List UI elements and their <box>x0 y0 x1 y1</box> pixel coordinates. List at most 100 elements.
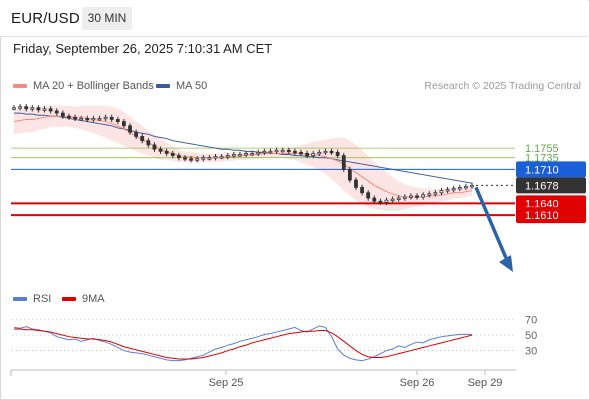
legend-ma20-label: MA 20 + Bollinger Bands <box>33 80 154 92</box>
x-tick-label-0: Sep 25 <box>209 377 244 389</box>
candle-body <box>109 116 114 120</box>
candle-body <box>140 136 145 142</box>
rsi-tick-70: 70 <box>525 315 537 327</box>
candle-body <box>390 198 395 202</box>
candle-body <box>18 106 23 109</box>
candle-body <box>293 150 297 154</box>
candle-body <box>360 187 364 194</box>
candle-body <box>195 158 200 161</box>
candle-body <box>201 157 206 160</box>
legend-ma20: MA 20 + Bollinger Bands <box>13 80 154 92</box>
candle-body <box>128 125 132 133</box>
candle-body <box>42 108 47 111</box>
level-label-5: 1.1610 <box>525 210 559 222</box>
candle-body <box>67 115 71 119</box>
candle-body <box>317 151 322 155</box>
candle-body <box>378 200 383 204</box>
bollinger-band <box>14 105 472 211</box>
candle-body <box>122 121 126 127</box>
candle-body <box>97 117 102 121</box>
candle-body <box>347 168 352 181</box>
candle-body <box>103 116 108 120</box>
candle-body <box>384 199 389 203</box>
candle-body <box>183 157 187 160</box>
symbol-label: EUR/USD <box>11 10 80 27</box>
candle-body <box>323 150 328 154</box>
rsi-tick-30: 30 <box>525 346 537 358</box>
ma50-swatch <box>156 84 170 89</box>
candle-body <box>36 107 41 111</box>
candle-body <box>30 107 35 110</box>
candle-body <box>85 117 90 121</box>
candle-body <box>280 149 285 153</box>
candle-body <box>427 193 432 196</box>
forecast-arrow-head <box>499 255 513 272</box>
candle-body <box>268 150 273 154</box>
candle-body <box>457 187 462 190</box>
candle-body <box>396 197 401 200</box>
candle-body <box>152 144 157 150</box>
candle-body <box>311 153 316 156</box>
candle-body <box>354 179 358 188</box>
candle-body <box>12 107 16 110</box>
level-tag-5 <box>516 207 586 224</box>
candle-body <box>250 153 255 156</box>
candle-body <box>256 151 261 155</box>
candle-body <box>299 151 303 155</box>
candle-body <box>164 150 169 154</box>
candle-body <box>54 110 59 114</box>
legend-rsi: RSI <box>13 293 51 305</box>
ma50-line <box>14 112 473 184</box>
level-tag-2 <box>516 161 586 178</box>
candle-body <box>445 189 450 192</box>
timeframe-badge[interactable]: 30 MIN <box>82 7 132 30</box>
level-label-3: 1.1678 <box>525 180 559 192</box>
candle-body <box>262 150 267 154</box>
candle-body <box>451 188 456 191</box>
candle-body <box>231 154 236 157</box>
candle-body <box>225 155 230 158</box>
candle-body <box>146 140 151 146</box>
candle-body <box>158 148 163 152</box>
candle-body <box>470 184 474 188</box>
candle-body <box>439 190 444 194</box>
candle-body <box>305 153 310 156</box>
candle-body <box>91 117 96 121</box>
level-label-0: 1.1755 <box>525 143 559 155</box>
candle-body <box>341 155 346 170</box>
candle-body <box>238 154 242 157</box>
candle-body <box>433 192 438 195</box>
rsi-line <box>13 325 472 362</box>
forecast-arrow-shaft <box>474 186 508 259</box>
candle-body <box>366 192 371 199</box>
candle-body <box>463 185 468 189</box>
x-tick-label-1: Sep 26 <box>400 377 435 389</box>
candle-body <box>274 149 279 153</box>
level-tag-3 <box>516 177 586 194</box>
rsi-swatch <box>13 297 27 302</box>
copyright-note: Research © 2025 Trading Central <box>424 80 581 92</box>
legend-9ma-label: 9MA <box>82 293 105 305</box>
legend-ma50: MA 50 <box>156 80 207 92</box>
candle-body <box>176 155 181 159</box>
candle-body <box>421 194 426 198</box>
legend-ma50-label: MA 50 <box>176 80 208 92</box>
candle-body <box>79 117 84 121</box>
chart-header: EUR/USD 30 MIN <box>0 0 588 37</box>
candle-body <box>372 197 377 202</box>
candle-body <box>335 151 340 156</box>
ma20-line <box>13 115 473 198</box>
rsi-tick-50: 50 <box>525 330 537 342</box>
candle-body <box>286 149 291 153</box>
rsi-9ma-line <box>14 328 473 360</box>
9ma-swatch <box>62 297 76 302</box>
level-label-2: 1.1710 <box>525 164 559 176</box>
legend-rsi-label: RSI <box>33 293 52 305</box>
candle-body <box>115 119 120 122</box>
candle-body <box>402 196 407 199</box>
candle-body <box>213 156 218 159</box>
candle-body <box>73 116 77 120</box>
x-tick-label-2: Sep 29 <box>468 377 503 389</box>
candle-body <box>219 156 224 159</box>
